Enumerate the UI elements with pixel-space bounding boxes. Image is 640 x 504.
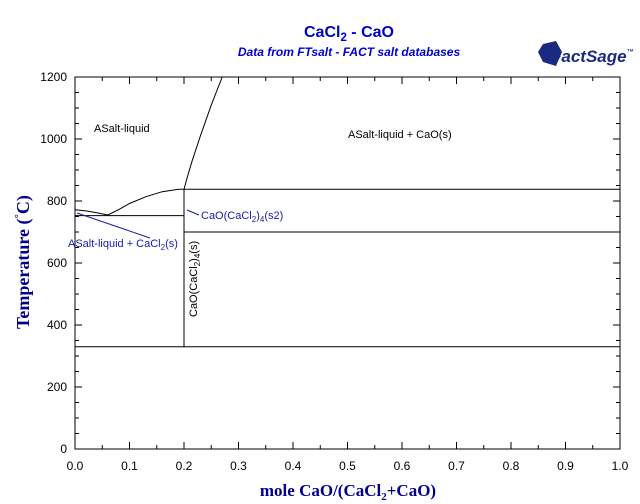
x-tick-label: 0.2: [176, 459, 193, 473]
y-tick-label: 600: [47, 256, 67, 270]
label-salt-liquid-cao: ASalt-liquid + CaO(s): [348, 129, 452, 141]
chart-subtitle: Data from FTsalt - FACT salt databases: [238, 45, 461, 59]
label-salt-liquid: ASalt-liquid: [94, 123, 150, 135]
x-tick-label: 0.6: [394, 459, 411, 473]
liquidus-compound: [107, 188, 184, 216]
label-compound-s: CaO(CaCl2)4(s): [188, 241, 202, 317]
y-axis-title: Temperature (°C): [13, 195, 34, 329]
x-tick-label: 0.1: [121, 459, 138, 473]
x-tick-label: 0.0: [67, 459, 84, 473]
x-tick-label: 1.0: [612, 459, 629, 473]
factsage-logo-text: FactSage™: [551, 47, 634, 66]
liquidus-cacl2: [74, 209, 108, 216]
x-axis-title: mole CaO/(CaCl2+CaO): [260, 481, 436, 503]
y-tick-label: 200: [47, 380, 67, 394]
y-tick-label: 1200: [40, 70, 67, 84]
y-tick-label: 400: [47, 318, 67, 332]
label-salt-liquid-cacl2: ASalt-liquid + CaCl2(s): [68, 238, 178, 252]
x-tick-label: 0.7: [448, 459, 465, 473]
liquidus-cao: [183, 76, 223, 190]
factsage-logo-mark: [538, 41, 562, 66]
pointer-salt-liquid-cacl2: [76, 212, 151, 239]
factsage-logo: FactSage™: [538, 41, 634, 66]
x-tick-label: 0.8: [503, 459, 520, 473]
phase-lines: [74, 76, 620, 348]
y-tick-label: 0: [60, 442, 67, 456]
pointer-compound-s2: [186, 209, 200, 216]
label-compound-s2: CaO(CaCl2)4(s2): [201, 210, 283, 224]
chart-title: CaCl2 - CaO: [304, 24, 394, 44]
x-tick-label: 0.3: [230, 459, 247, 473]
x-tick-label: 0.5: [339, 459, 356, 473]
x-tick-label: 0.9: [557, 459, 574, 473]
axis-tick-labels: 0.0 0.1 0.2 0.3 0.4 0.5 0.6 0.7 0.8 0.9 1.0 0 200 400…: [40, 70, 628, 473]
y-tick-label: 1000: [40, 132, 67, 146]
x-tick-label: 0.4: [285, 459, 302, 473]
y-tick-label: 800: [47, 194, 67, 208]
